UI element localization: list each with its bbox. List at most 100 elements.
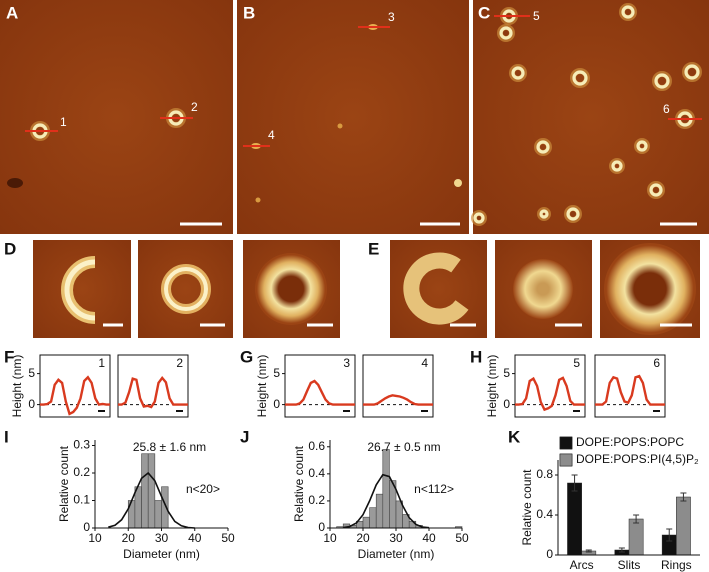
profile-marker: 4	[268, 128, 275, 142]
x-tick-label: 40	[188, 531, 202, 545]
y-tick-label: 0.3	[73, 438, 90, 452]
x-axis-label: Diameter (nm)	[123, 547, 200, 561]
profile-marker: 1	[60, 115, 67, 129]
profile-line	[40, 375, 110, 416]
y-tick-label: 0.4	[308, 466, 325, 480]
bar	[676, 496, 691, 556]
y-axis-label: Relative count	[292, 445, 306, 522]
profile-line	[515, 376, 585, 412]
legend-label: DOPE:POPS:POPC	[576, 435, 684, 449]
legend-label: DOPE:POPS:PI(4,5)P₂	[576, 452, 699, 466]
error-bar	[633, 514, 640, 524]
gaussian-fit	[108, 471, 195, 529]
profile-marker: 6	[663, 102, 670, 116]
panel-label: E	[368, 239, 379, 258]
x-tick-label: 20	[356, 531, 370, 545]
histogram-bar	[382, 449, 390, 529]
x-tick-label: 20	[122, 531, 136, 545]
afm-image	[237, 0, 469, 234]
panel-label: J	[240, 427, 249, 446]
x-tick-label: Rings	[661, 558, 692, 572]
y-tick-label: 0.1	[73, 493, 90, 507]
y-tick-label: 5	[503, 366, 510, 380]
legend-swatch	[559, 453, 573, 467]
panel-label: B	[243, 3, 255, 22]
x-tick-label: Slits	[618, 558, 641, 572]
statistics: 25.8 ± 1.6 nm	[133, 440, 206, 454]
plot-frame	[39, 354, 111, 418]
x-tick-label: 50	[455, 531, 469, 545]
y-tick-label: 0	[503, 397, 510, 411]
y-axis-label: Height (nm)	[10, 355, 24, 418]
y-axis-label: Relative count	[520, 469, 534, 546]
x-tick-label: 30	[389, 531, 403, 545]
plot-frame	[594, 354, 666, 418]
statistics: 26.7 ± 0.5 nm	[367, 440, 440, 454]
x-tick-label: Arcs	[570, 558, 594, 572]
profile-number: 4	[421, 356, 428, 370]
histogram-bar	[134, 486, 142, 529]
panel-label: D	[4, 239, 16, 258]
y-tick-label: 0.2	[308, 493, 325, 507]
panel-label: C	[478, 3, 490, 22]
y-axis-label: Height (nm)	[255, 355, 269, 418]
profile-number: 6	[653, 356, 660, 370]
zoom-images	[33, 240, 700, 338]
bar	[628, 518, 644, 556]
histogram-bar	[141, 453, 149, 529]
profile-lines	[25, 15, 702, 147]
y-tick-label: 0	[28, 397, 35, 411]
plot-frame	[284, 354, 356, 418]
sample-size: n<20>	[186, 482, 220, 496]
panel-label: H	[470, 347, 482, 366]
panel-label: K	[508, 427, 521, 446]
plot-frame	[514, 354, 586, 418]
panel-label: A	[6, 3, 18, 22]
profile-line	[363, 394, 433, 406]
x-tick-label: 10	[323, 531, 337, 545]
error-bar	[618, 547, 625, 553]
y-tick-label: 0.6	[308, 439, 325, 453]
profile-marker: 2	[191, 100, 198, 114]
y-tick-label: 5	[28, 366, 35, 380]
y-tick-label: 0	[546, 547, 553, 561]
gaussian-fit	[343, 473, 430, 529]
profile-line	[118, 375, 188, 409]
profile-number: 5	[573, 356, 580, 370]
y-axis-label: Relative count	[57, 445, 71, 522]
panel-label: I	[4, 427, 9, 446]
y-axis-label: Height (nm)	[485, 355, 499, 418]
profile-number: 3	[343, 356, 350, 370]
x-tick-label: 40	[422, 531, 436, 545]
y-tick-label: 0	[273, 397, 280, 411]
plot-frame	[362, 354, 434, 418]
profile-line	[595, 374, 665, 406]
bar	[567, 482, 582, 556]
panel-label: G	[240, 347, 253, 366]
error-bar	[585, 549, 592, 553]
histogram-bar	[147, 453, 156, 529]
profile-marker: 3	[388, 10, 395, 24]
plot-frame	[117, 354, 189, 418]
afm-panels: 1 2 3 4 5 6	[0, 0, 709, 234]
error-bar	[680, 492, 687, 502]
histogram-bar	[154, 500, 162, 529]
sample-size: n<112>	[414, 482, 454, 496]
x-tick-label: 30	[155, 531, 169, 545]
y-tick-label: 5	[273, 366, 280, 380]
histogram-bar	[362, 516, 370, 529]
y-tick-label: 0.2	[73, 465, 90, 479]
legend-swatch	[559, 436, 573, 450]
x-axis-label: Diameter (nm)	[358, 547, 435, 561]
error-bar	[571, 474, 578, 492]
y-tick-label: 0	[318, 520, 325, 534]
y-tick-label: 0	[83, 520, 90, 534]
profile-line	[285, 379, 355, 406]
x-tick-label: 50	[221, 531, 235, 545]
x-tick-label: 10	[88, 531, 102, 545]
histogram-bar	[369, 507, 377, 529]
afm-image	[0, 0, 233, 234]
error-bar	[666, 528, 673, 542]
profile-number: 2	[176, 356, 183, 370]
profile-number: 1	[98, 356, 105, 370]
